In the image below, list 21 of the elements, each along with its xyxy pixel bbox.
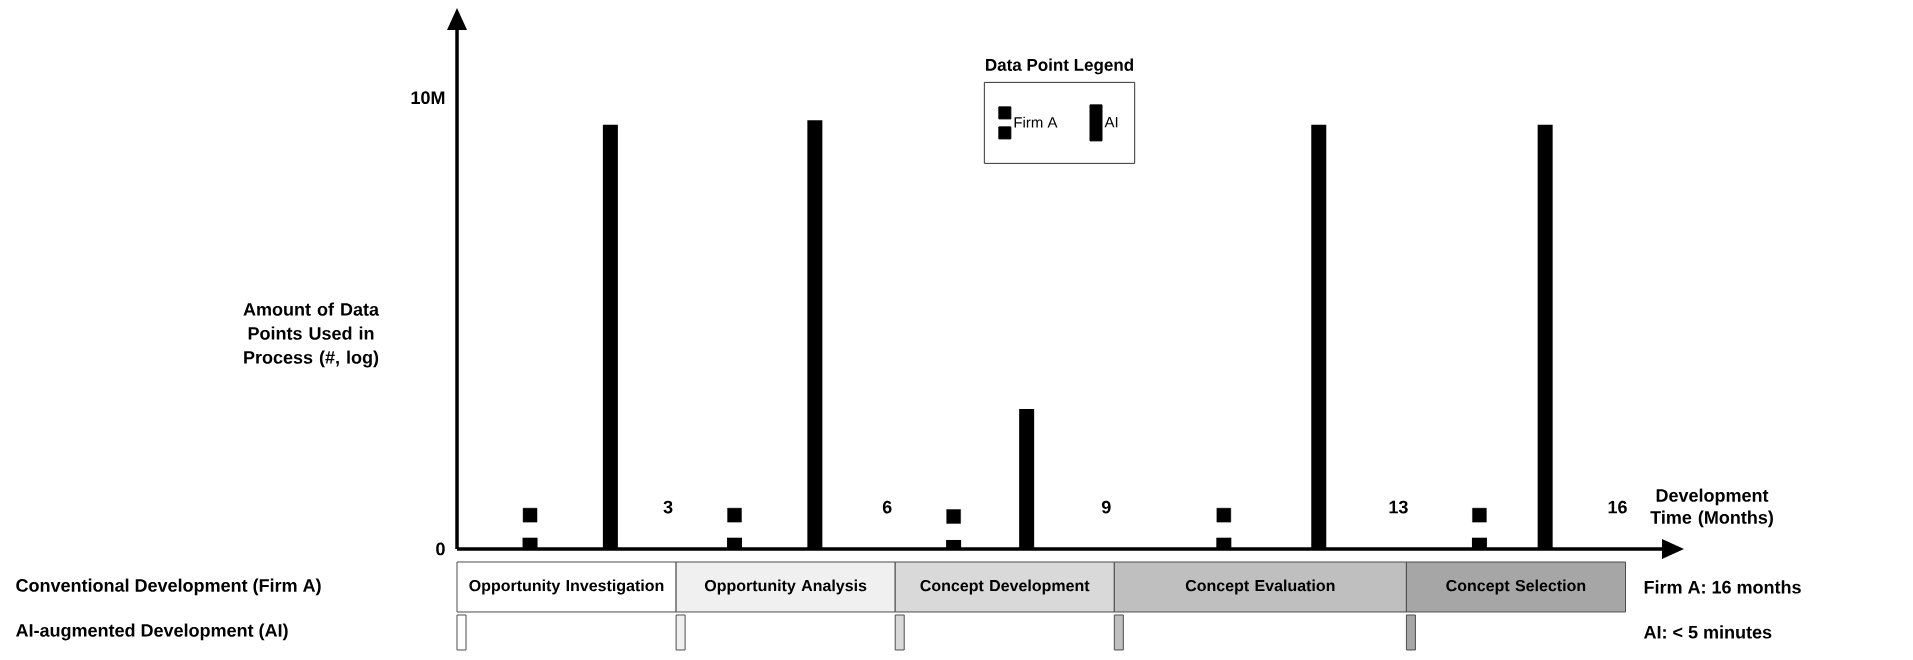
legend-label: Firm A — [1014, 116, 1058, 128]
text: Concept Development — [920, 579, 1090, 595]
text: Firm A: 16 months — [1644, 580, 1801, 594]
text: Conventional Development (Firm A) — [16, 578, 321, 596]
x-tick-label: 13 — [1389, 500, 1408, 514]
x-tick-label: 6 — [882, 500, 892, 514]
text: AI: < 5 minutes — [1644, 625, 1772, 639]
y-axis-title: Amount of Data Points Used in Process (#, log) — [243, 302, 380, 368]
y-tick-label: 10M — [411, 91, 445, 105]
text: Opportunity Investigation — [469, 579, 664, 595]
legend-title: Data Point Legend — [986, 58, 1133, 75]
text: Opportunity Analysis — [704, 579, 867, 595]
x-tick-label: 9 — [1101, 500, 1111, 514]
text: Concept Evaluation — [1185, 579, 1335, 595]
x-tick-label: 3 — [663, 500, 673, 514]
y-tick-label: 0 — [436, 542, 445, 556]
text: AI-augmented Development (AI) — [16, 623, 288, 641]
legend-label: AI — [1104, 116, 1118, 128]
x-axis-title: Development Time (Months) — [1650, 488, 1773, 528]
x-tick-label: 16 — [1608, 500, 1627, 514]
text: Concept Selection — [1446, 579, 1586, 595]
